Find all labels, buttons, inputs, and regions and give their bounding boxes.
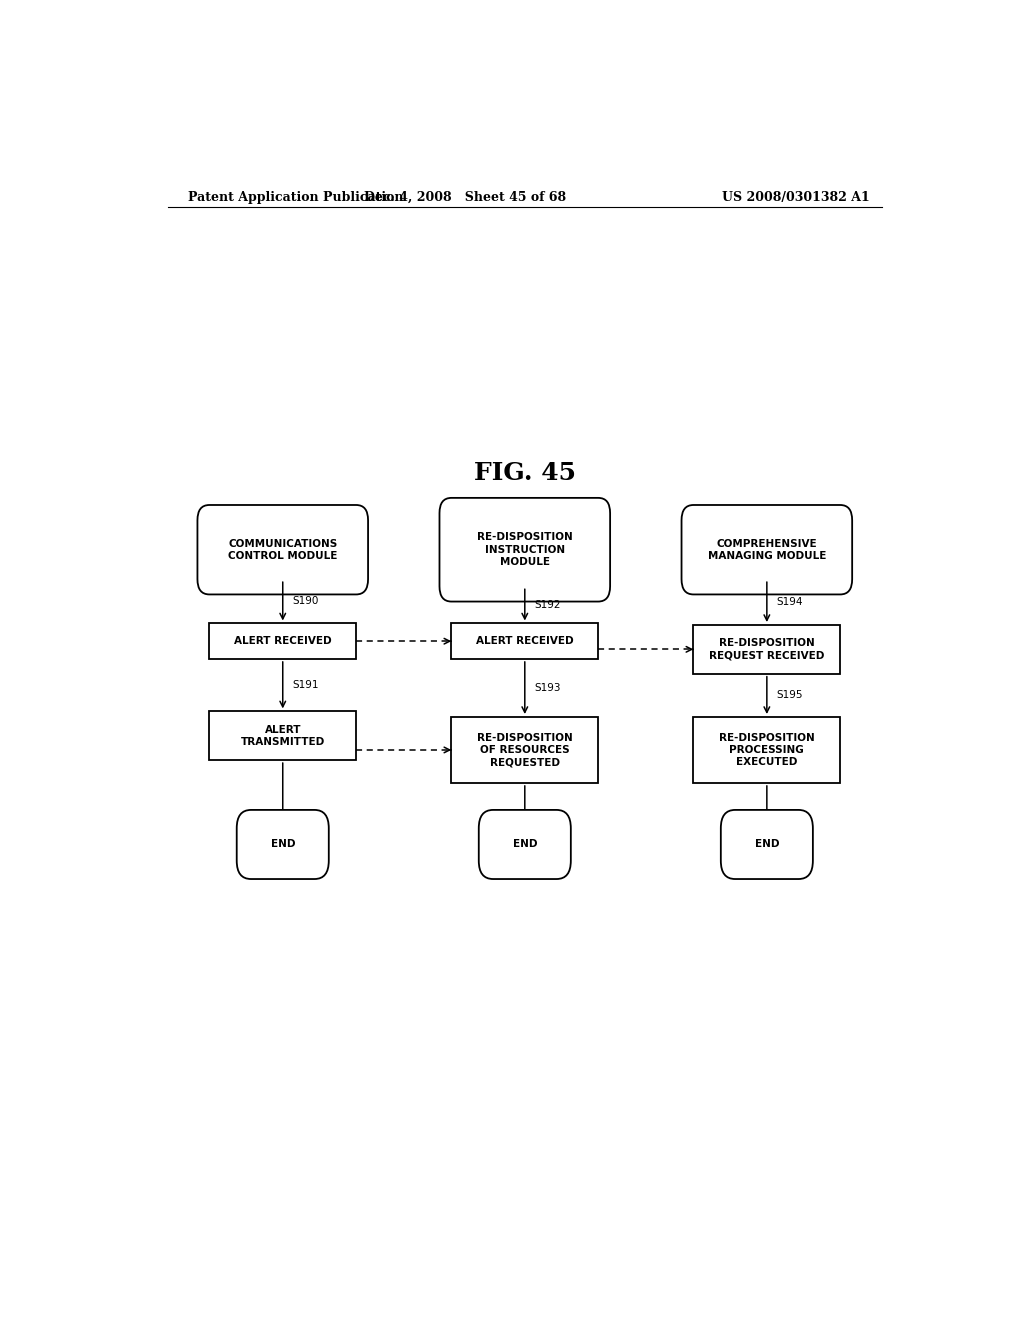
Bar <box>209 711 356 760</box>
Text: S192: S192 <box>535 599 561 610</box>
Text: S195: S195 <box>776 690 803 701</box>
FancyBboxPatch shape <box>682 506 852 594</box>
FancyBboxPatch shape <box>198 506 368 594</box>
Text: Dec. 4, 2008   Sheet 45 of 68: Dec. 4, 2008 Sheet 45 of 68 <box>365 190 566 203</box>
Text: COMPREHENSIVE
MANAGING MODULE: COMPREHENSIVE MANAGING MODULE <box>708 539 826 561</box>
FancyBboxPatch shape <box>721 810 813 879</box>
Text: Patent Application Publication: Patent Application Publication <box>187 190 403 203</box>
Text: END: END <box>270 840 295 850</box>
Bar <box>693 624 841 673</box>
Text: RE-DISPOSITION
OF RESOURCES
REQUESTED: RE-DISPOSITION OF RESOURCES REQUESTED <box>477 733 572 767</box>
Bar <box>209 623 356 659</box>
FancyBboxPatch shape <box>237 810 329 879</box>
Text: S193: S193 <box>535 682 561 693</box>
Text: S191: S191 <box>292 680 318 690</box>
Text: END: END <box>513 840 537 850</box>
Bar <box>452 717 598 783</box>
Text: US 2008/0301382 A1: US 2008/0301382 A1 <box>722 190 870 203</box>
FancyBboxPatch shape <box>479 810 570 879</box>
Text: END: END <box>755 840 779 850</box>
Text: S194: S194 <box>776 597 803 607</box>
Text: ALERT RECEIVED: ALERT RECEIVED <box>476 636 573 647</box>
Text: COMMUNICATIONS
CONTROL MODULE: COMMUNICATIONS CONTROL MODULE <box>228 539 338 561</box>
Text: RE-DISPOSITION
REQUEST RECEIVED: RE-DISPOSITION REQUEST RECEIVED <box>710 638 824 660</box>
Text: ALERT RECEIVED: ALERT RECEIVED <box>233 636 332 647</box>
Text: RE-DISPOSITION
INSTRUCTION
MODULE: RE-DISPOSITION INSTRUCTION MODULE <box>477 532 572 568</box>
Text: S190: S190 <box>292 597 318 606</box>
FancyBboxPatch shape <box>439 498 610 602</box>
Text: RE-DISPOSITION
PROCESSING
EXECUTED: RE-DISPOSITION PROCESSING EXECUTED <box>719 733 815 767</box>
Text: FIG. 45: FIG. 45 <box>474 462 575 486</box>
Bar <box>452 623 598 659</box>
Text: ALERT
TRANSMITTED: ALERT TRANSMITTED <box>241 725 325 747</box>
Bar <box>693 717 841 783</box>
